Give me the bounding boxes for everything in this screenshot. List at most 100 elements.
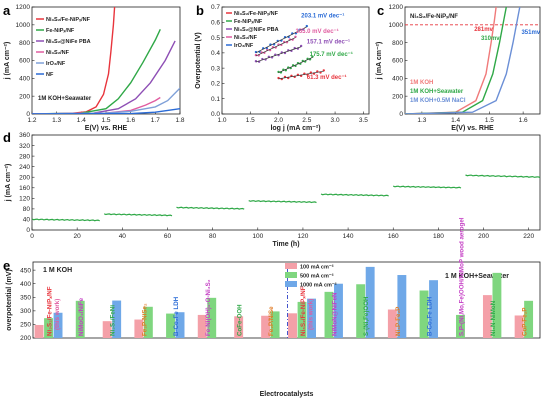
legend-entry: 100 mA cm⁻² [300, 264, 334, 271]
tafel-slope-label: 203.1 mV dec⁻¹ [301, 13, 344, 20]
bar [175, 312, 185, 338]
legend-entry: Ni₃S₂@NiFe PBA [234, 27, 279, 33]
bar [288, 313, 297, 338]
category-label: Ni₃S₂/FeNi [110, 305, 117, 336]
bar [456, 314, 465, 338]
y-tick-label: 0.5 [211, 35, 220, 42]
x-tick-label: 80 [209, 233, 217, 240]
category-label: B-Co₂Fe LDH [427, 296, 434, 336]
x-tick-label: 1.3 [417, 117, 426, 124]
x-tick-label: 1.5 [246, 117, 255, 124]
x-tick-label: 1.6 [519, 117, 528, 124]
y-tick-label: 360 [19, 132, 30, 139]
x-tick-label: 2.5 [302, 117, 311, 124]
y-tick-label: 600 [392, 58, 403, 65]
y-tick-label: 120 [19, 196, 30, 203]
bar [297, 301, 307, 338]
x-tick-label: 20 [74, 233, 82, 240]
y-tick-label: 0.2 [211, 81, 220, 88]
data-point [305, 24, 309, 28]
legend-entry: 1M KOH+0.5M NaCl [410, 98, 466, 104]
bar [261, 315, 271, 338]
legend-entry: 1000 mA cm⁻² [300, 282, 337, 289]
x-tick-label: 1.4 [77, 117, 86, 124]
panel-c: c 1.3 1.4 1.5 1.6 0 200 400 600 800 1000 1200 E(V) v… [376, 3, 541, 132]
panel-label-c: c [377, 3, 384, 18]
legend-swatch [285, 272, 297, 278]
bar [365, 266, 375, 338]
x-axis-label: Time (h) [272, 241, 299, 248]
y-tick-label: 200 [19, 93, 30, 100]
category-label: Fe₂P/NiSe [268, 306, 275, 336]
category-label: Fe₂P-NiSe₂ [141, 303, 148, 336]
fit-line [255, 37, 296, 57]
bar [112, 300, 122, 338]
plot-frame [31, 134, 541, 231]
y-tick-label: 280 [19, 153, 30, 160]
y-tick-label: 0.0 [211, 111, 220, 118]
category-label: CoFe-OOH [236, 304, 243, 336]
y-tick-label: 1000 [389, 22, 404, 29]
y-tick-label: 250 [20, 322, 31, 329]
panel-d: d 0 20 40 60 80 100 120 140 160 180 200 220 0 40 80 120 1… [3, 130, 541, 248]
category-label: B-Co₂Fe LDH [173, 296, 180, 336]
y-tick-label: 400 [19, 76, 30, 83]
category-label: NiMoO₄/NiFe [78, 297, 85, 336]
overpotential-annotation: 351mv [521, 30, 540, 36]
bar [334, 283, 343, 338]
x-axis-label: E(V) vs. RHE [451, 125, 494, 132]
panel-label-d: d [3, 130, 11, 145]
y-tick-label: 80 [23, 206, 31, 213]
y-axis-label: Overpotential (V) [195, 32, 202, 88]
x-tick-label: 1.2 [27, 117, 36, 124]
bar [166, 313, 175, 338]
y-tick-label: 200 [392, 93, 403, 100]
panel-label-e: e [3, 258, 10, 273]
y-tick-label: 1000 [16, 22, 31, 29]
annotation: 1M KOH+Seawater [38, 96, 92, 102]
tafel-slope-label: 175.7 mV dec⁻¹ [310, 51, 353, 58]
group-title: 1 M KOH [43, 267, 72, 274]
this-work-note: (this work) [307, 299, 314, 330]
category-label: NiMoN@NiFeN [332, 292, 339, 336]
y-tick-label: 0 [399, 111, 403, 118]
x-tick-label: 3.5 [359, 117, 368, 124]
series-line [32, 108, 180, 114]
stability-step [392, 185, 462, 189]
bar [102, 321, 112, 338]
series-group [405, 7, 521, 114]
y-tick-label: 320 [19, 143, 30, 150]
bar [492, 272, 502, 338]
category-label: Ni₃S₂/Fe-NiPₓ/NF [46, 286, 53, 336]
y-tick-label: 400 [392, 76, 403, 83]
legend-swatch [285, 263, 297, 269]
bar [75, 300, 85, 338]
stability-step [465, 174, 541, 179]
legend-entry: Ni₃S₂/Fe-NiPₓ/NF [234, 11, 279, 17]
y-tick-label: 600 [19, 58, 30, 65]
tafel-slope-label: 61.3 mV dec⁻¹ [307, 74, 347, 81]
x-tick-label: 1.5 [485, 117, 494, 124]
x-tick-label: 160 [388, 233, 399, 240]
y-axis-label: j (mA cm⁻²) [4, 42, 11, 81]
stability-step [103, 213, 173, 217]
category-label: Ni₃N-NiMoN [490, 300, 497, 336]
bar [356, 284, 366, 338]
y-axis-label: j (mA cm⁻²) [376, 42, 383, 81]
x-tick-label: 200 [478, 233, 489, 240]
panel-label-a: a [3, 3, 11, 18]
x-tick-label: 3.0 [331, 117, 340, 124]
y-tick-label: 350 [20, 294, 31, 301]
category-label: Fe-Ni(OH)₂·O-Ni₃S₂ [205, 279, 212, 336]
legend-entry: Fe-NiPₓ/NF [46, 28, 75, 34]
legend-swatch [285, 281, 297, 287]
category-label: S-(Ni,Fe)OOH [363, 296, 370, 336]
x-tick-label: 1.4 [451, 117, 460, 124]
data-point [277, 70, 280, 74]
x-tick-label: 1.8 [175, 117, 184, 124]
x-tick-label: 220 [523, 233, 534, 240]
y-tick-label: 0.1 [211, 96, 220, 103]
panel-label-b: b [196, 3, 204, 18]
